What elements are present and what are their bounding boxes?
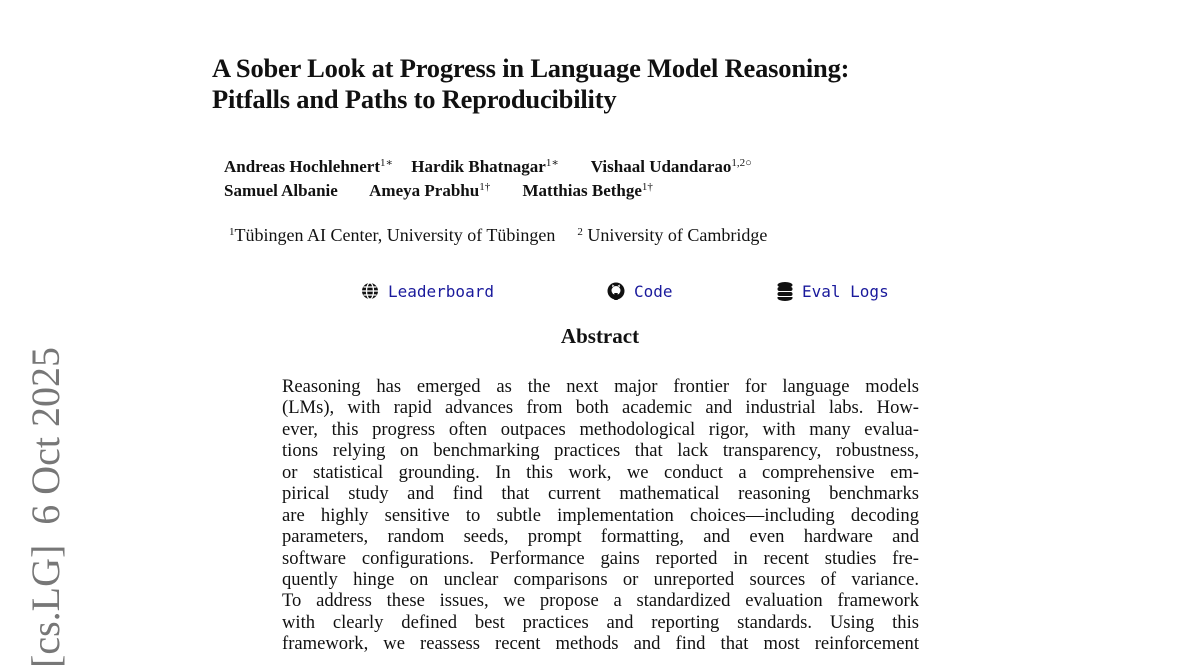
leaderboard-link[interactable]: Leaderboard	[360, 281, 494, 301]
affiliation: University of Cambridge	[582, 225, 768, 245]
github-icon	[607, 282, 625, 300]
abstract-line: quently hinge on unclear comparisons or …	[282, 568, 919, 590]
globe-icon	[362, 282, 378, 300]
link-label[interactable]: Code	[634, 281, 673, 301]
eval-logs-link[interactable]: Eval Logs	[776, 281, 889, 301]
paper-title-line-1: A Sober Look at Progress in Language Mod…	[212, 53, 850, 83]
link-label[interactable]: Eval Logs	[802, 281, 889, 301]
link-label[interactable]: Leaderboard	[388, 281, 494, 301]
author-name: Andreas Hochlehnert	[224, 157, 380, 176]
abstract-line: framework, we reassess recent methods an…	[282, 633, 919, 655]
author-name: Ameya Prabhu	[369, 181, 480, 200]
abstract-line: (LMs), with rapid advances from both aca…	[282, 397, 919, 419]
database-icon	[777, 282, 793, 301]
abstract-heading: Abstract	[560, 324, 640, 348]
abstract-line: pirical study and find that current math…	[282, 483, 919, 505]
author-affil-mark: 1,2○	[731, 157, 752, 169]
abstract-line: ever, this progress often outpaces metho…	[282, 418, 919, 440]
abstract-line: with clearly defined best practices and …	[282, 611, 919, 633]
abstract-line: Reasoning has emerged as the next major …	[282, 376, 919, 397]
author-name: Vishaal Udandarao	[590, 157, 732, 176]
author-name: Hardik Bhatnagar	[411, 157, 546, 176]
abstract-line: To address these issues, we propose a st…	[282, 590, 919, 612]
author-affil-mark: 1∗	[380, 157, 393, 169]
author-list-row-2: Samuel Albanie Ameya Prabhu1† Matthias B…	[224, 181, 653, 201]
author-list-row-1: Andreas Hochlehnert1∗ Hardik Bhatnagar1∗…	[224, 157, 752, 177]
paper-title-line-2: Pitfalls and Paths to Reproducibility	[212, 84, 617, 114]
abstract-line: are highly sensitive to subtle implement…	[282, 504, 919, 526]
code-link[interactable]: Code	[606, 281, 673, 301]
abstract-line: parameters, random seeds, prompt formatt…	[282, 526, 919, 548]
abstract-body: Reasoning has emerged as the next major …	[282, 376, 919, 655]
author-name: Samuel Albanie	[224, 181, 338, 200]
author-affil-mark: 1†	[641, 181, 653, 193]
author-affil-mark: 1†	[479, 181, 491, 193]
affiliation: Tübingen AI Center, University of Tübing…	[234, 225, 556, 245]
author-name: Matthias Bethge	[522, 181, 642, 200]
abstract-line: or statistical grounding. In this work, …	[282, 461, 919, 483]
affil-mark: 1	[229, 226, 235, 238]
abstract-line: tions relying on benchmarking practices …	[282, 440, 919, 462]
affil-mark: 2	[577, 226, 583, 238]
abstract-line: software configurations. Performance gai…	[282, 547, 919, 569]
author-affil-mark: 1∗	[545, 157, 559, 169]
affiliations: 1Tübingen AI Center, University of Tübin…	[229, 225, 767, 246]
arxiv-stamp: [cs.LG] 6 Oct 2025	[23, 346, 68, 668]
